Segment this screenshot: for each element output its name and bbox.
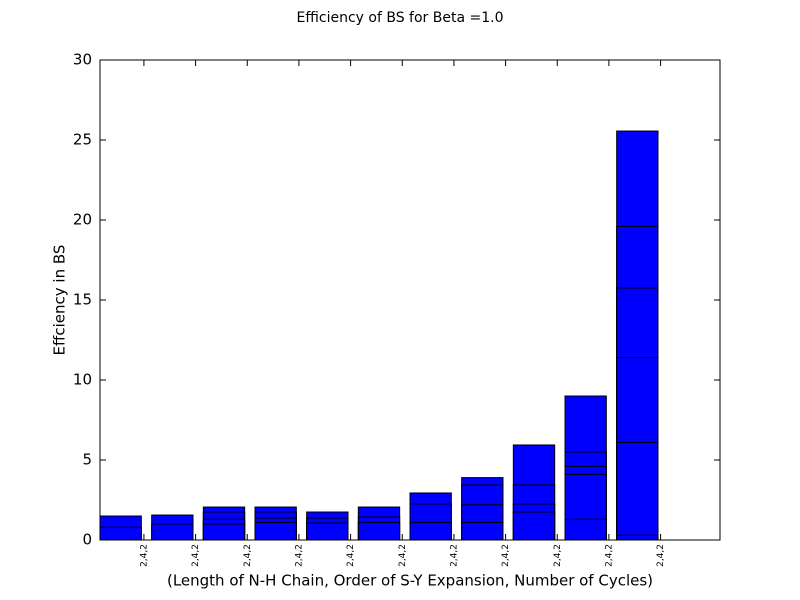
x-tick-label: 2,4,2	[449, 544, 459, 567]
y-tick-label: 15	[73, 291, 92, 309]
bar	[357, 521, 401, 541]
x-tick-label: 2,4,2	[346, 544, 356, 567]
bar	[564, 518, 607, 541]
chart-title: Efficiency of BS for Beta =1.0	[297, 10, 504, 26]
x-tick-label: 2,4,2	[553, 544, 563, 567]
y-tick-label: 25	[73, 131, 92, 149]
x-axis-label: (Length of N-H Chain, Order of S-Y Expan…	[167, 572, 653, 590]
bar	[512, 511, 556, 541]
y-tick-label: 0	[82, 531, 92, 549]
x-tick-label: 2,4,2	[139, 544, 149, 567]
x-tick-label: 2,4,2	[656, 544, 666, 567]
x-tick-label: 2,4,2	[604, 544, 614, 567]
x-tick-label: 2,4,2	[294, 544, 304, 567]
bar	[409, 521, 452, 541]
bar	[616, 441, 659, 541]
x-tick-label: 2,4,2	[191, 544, 201, 567]
x-tick-label: 2,4,2	[398, 544, 408, 567]
bar	[151, 523, 194, 541]
y-tick-label: 20	[73, 211, 92, 229]
y-axis-label: Effciency in BS	[51, 245, 69, 356]
bar	[99, 526, 142, 541]
bar	[306, 522, 349, 541]
y-tick-label: 5	[82, 451, 92, 469]
bar	[254, 521, 297, 541]
bar	[202, 523, 246, 541]
x-tick-label: 2,4,2	[501, 544, 511, 567]
y-tick-label: 30	[73, 51, 92, 69]
y-tick-label: 10	[73, 371, 92, 389]
bar	[461, 521, 504, 541]
x-tick-label: 2,4,2	[243, 544, 253, 567]
bar	[616, 534, 659, 541]
